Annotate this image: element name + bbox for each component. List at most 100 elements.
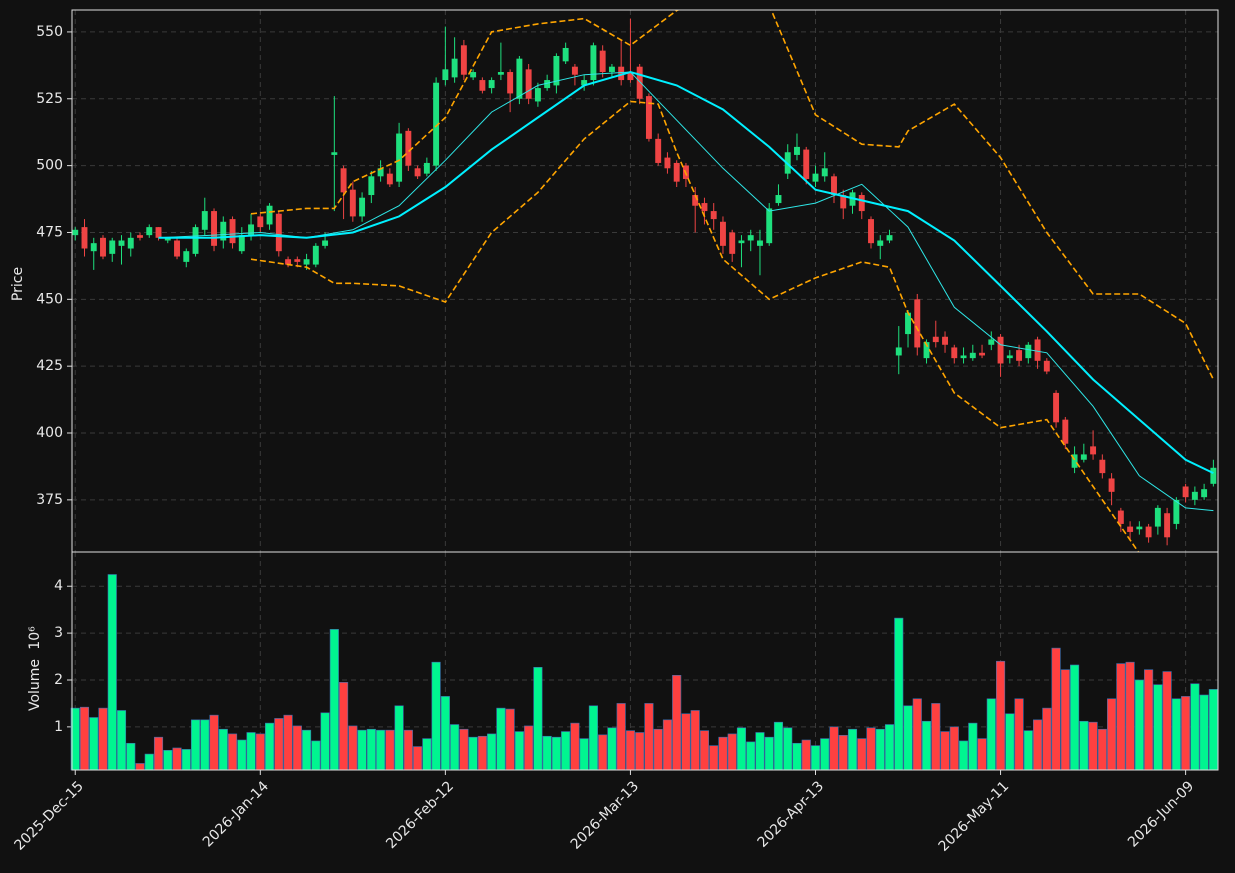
volume-bar — [986, 698, 996, 771]
candle-body — [997, 336, 1004, 364]
candle-body — [618, 66, 625, 81]
volume-bar — [292, 725, 302, 771]
candle-body — [433, 82, 440, 166]
candle-body — [581, 80, 588, 86]
volume-bar — [847, 728, 858, 771]
volume-bar — [163, 750, 173, 771]
volume-bar — [690, 710, 700, 771]
candle-body — [599, 50, 606, 73]
candle-body — [886, 235, 893, 241]
candle-body — [322, 240, 329, 246]
candle-body — [1025, 344, 1032, 359]
volume-bar — [1190, 683, 1200, 771]
volume-bar — [181, 749, 191, 771]
y-tick-label: 4 — [54, 578, 63, 594]
y-tick-label: 525 — [36, 91, 63, 107]
candle-body — [645, 96, 652, 139]
candle-body — [488, 80, 495, 89]
volume-bar — [153, 736, 164, 771]
volume-bar — [755, 732, 765, 771]
volume-bar — [1116, 663, 1126, 771]
candle-body — [544, 80, 551, 89]
candle-body — [396, 133, 403, 182]
candle-body — [303, 259, 310, 265]
candle-body — [803, 149, 810, 179]
candle-body — [840, 195, 847, 209]
candle-body — [608, 66, 615, 73]
candle-body — [590, 45, 597, 81]
candle-body — [960, 355, 967, 359]
candle-body — [719, 221, 726, 246]
volume-bar — [616, 703, 626, 771]
candle-body — [275, 213, 282, 252]
volume-bar — [1199, 694, 1209, 771]
volume-bar — [459, 728, 469, 771]
overlay-line — [158, 70, 1214, 475]
volume-bar — [477, 735, 487, 771]
volume-bar — [505, 708, 515, 771]
volume-bar — [514, 731, 524, 771]
candle-body — [673, 162, 680, 182]
volume-bar — [1070, 664, 1080, 771]
candle-body — [553, 55, 560, 86]
candle-body — [1062, 419, 1069, 444]
volume-bar — [764, 736, 774, 771]
y-axis-label: Price — [10, 267, 26, 301]
candle-body — [1080, 454, 1087, 460]
volume-bar — [958, 740, 969, 771]
volume-bar — [672, 674, 682, 771]
volume-frame — [71, 551, 1219, 771]
candle-body — [1210, 467, 1217, 484]
volume-bar — [227, 733, 238, 771]
y-tick-label: 2 — [54, 672, 63, 688]
candle-body — [155, 227, 162, 238]
volume-bar — [255, 733, 265, 771]
volume-bar — [450, 724, 460, 771]
volume-bar — [1014, 698, 1024, 771]
volume-bar — [357, 729, 367, 771]
candle-body — [137, 235, 143, 238]
candle-body — [1053, 392, 1060, 423]
volume-bar — [533, 667, 543, 771]
candle-body — [692, 195, 699, 206]
candle-body — [470, 72, 477, 78]
volume-bar — [98, 707, 108, 771]
candle-body — [868, 219, 874, 244]
candle-body — [72, 229, 79, 236]
candle-body — [192, 227, 199, 254]
volume-bar — [1162, 671, 1172, 771]
volume-bar — [792, 742, 802, 771]
volume-bar — [320, 712, 330, 771]
volume-bar — [1125, 661, 1135, 771]
candle-body — [479, 80, 486, 91]
y-tick-label: 425 — [36, 358, 63, 374]
volume-bar — [570, 722, 580, 771]
volume-bar — [875, 728, 885, 771]
volume-bar — [995, 660, 1006, 771]
volume-bar — [274, 718, 284, 771]
candle-body — [312, 245, 319, 265]
volume-bar — [1171, 698, 1181, 771]
candle-body — [423, 162, 430, 174]
candle-body — [932, 336, 939, 343]
candle-body — [377, 168, 384, 177]
candle-body — [1182, 486, 1189, 498]
candle-body — [1164, 513, 1171, 538]
volume-bar — [89, 717, 99, 771]
candle-body — [1145, 526, 1152, 538]
volume-bar — [820, 738, 830, 771]
volume-bar — [283, 714, 293, 771]
volume-bar — [394, 705, 404, 771]
overlay-line — [158, 71, 1214, 512]
candle-body — [914, 299, 921, 348]
volume-bar — [542, 735, 552, 771]
volume-bar — [579, 738, 589, 771]
volume-bar — [857, 738, 867, 771]
candle-body — [905, 312, 911, 335]
candle-body — [757, 240, 763, 246]
candle-body — [146, 227, 153, 236]
volume-bar — [838, 735, 848, 771]
candle-body — [238, 235, 245, 252]
candle-body — [442, 69, 449, 81]
